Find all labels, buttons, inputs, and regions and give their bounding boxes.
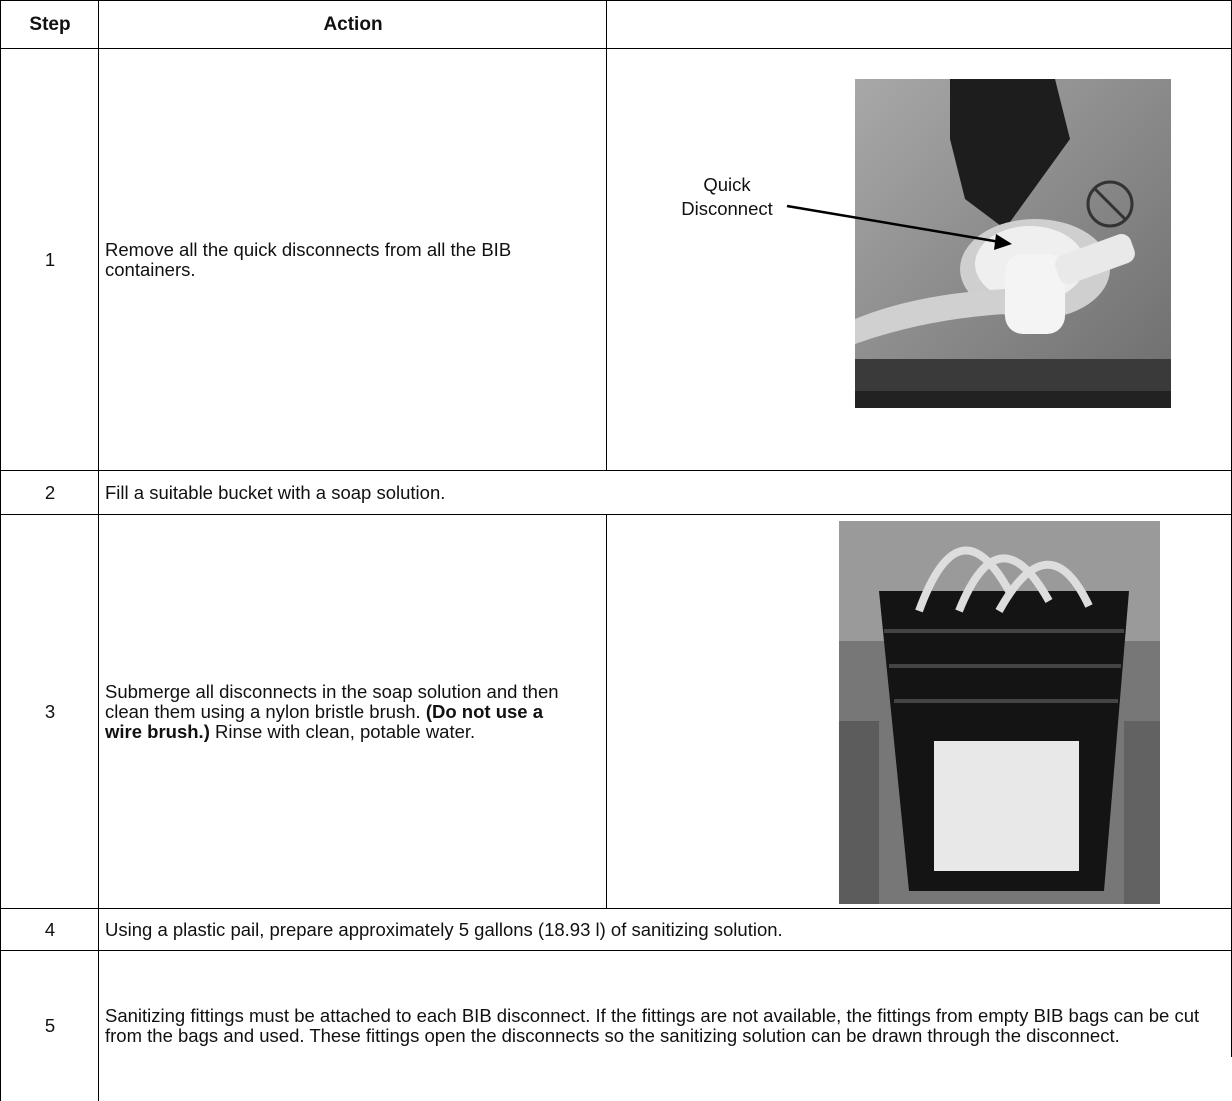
step-cell: 4 xyxy=(0,908,99,951)
callout-arrow xyxy=(786,204,1012,250)
text-run: Fill a suitable bucket with a soap solut… xyxy=(105,482,446,503)
step-cell: 3 xyxy=(0,514,99,909)
header-cell: Action xyxy=(98,0,607,49)
photo xyxy=(855,79,1171,408)
text-run: (Do not use a wire brush.) xyxy=(105,701,544,742)
step-cell: 1 xyxy=(0,48,99,471)
action-cell: Fill a suitable bucket with a soap solut… xyxy=(98,470,1232,515)
action-text: Remove all the quick disconnects from al… xyxy=(105,240,575,280)
header-cell xyxy=(606,0,1232,49)
text-run: Using a plastic pail, prepare approximat… xyxy=(105,919,783,940)
step-cell: 5 xyxy=(0,950,99,1101)
text-run: Sanitizing fittings must be attached to … xyxy=(105,1005,1200,1046)
callout-label: Quick Disconnect xyxy=(681,174,773,219)
action-text: Sanitizing fittings must be attached to … xyxy=(105,1006,1226,1046)
photo xyxy=(839,520,1160,904)
step-cell: 2 xyxy=(0,470,99,515)
text-run: Rinse with clean, potable water. xyxy=(209,721,476,742)
action-cell: Remove all the quick disconnects from al… xyxy=(98,48,607,471)
header-cell: Step xyxy=(0,0,99,49)
action-cell: Sanitizing fittings must be attached to … xyxy=(98,950,1232,1101)
text-run: Submerge all disconnects in the soap sol… xyxy=(105,681,559,722)
action-text: Fill a suitable bucket with a soap solut… xyxy=(105,483,1226,503)
action-cell: Submerge all disconnects in the soap sol… xyxy=(98,514,607,909)
action-text: Using a plastic pail, prepare approximat… xyxy=(105,920,1226,940)
image-cell xyxy=(606,514,1232,909)
action-text: Submerge all disconnects in the soap sol… xyxy=(105,682,575,742)
text-run: Remove all the quick disconnects from al… xyxy=(105,239,512,280)
action-cell: Using a plastic pail, prepare approximat… xyxy=(98,908,1232,951)
image-cell xyxy=(606,48,1232,471)
